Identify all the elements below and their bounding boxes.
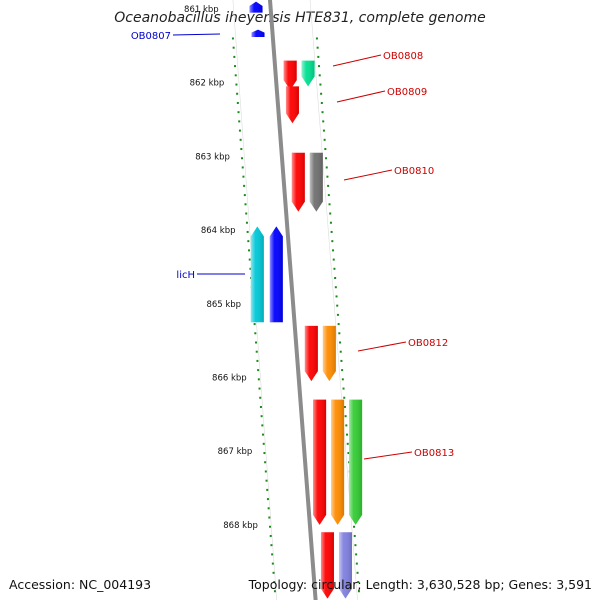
- gene-feature[interactable]: [331, 399, 345, 525]
- tick-label: 863 kbp: [195, 152, 230, 162]
- gene-label[interactable]: OB0808: [383, 51, 423, 62]
- gene-label-leader: [336, 90, 386, 103]
- gene-label[interactable]: OB0809: [387, 87, 427, 98]
- gene-label[interactable]: OB0810: [394, 166, 434, 177]
- scale-ticks: 861 kbp 862 kbp 863 kbp 864 kbp 865 kbp 866 k…: [184, 5, 360, 593]
- gene-feature[interactable]: [249, 1, 263, 13]
- gene-label[interactable]: OB0807: [131, 31, 171, 42]
- gene-label-leader: [332, 54, 382, 67]
- gene-arrow-highlight: [269, 226, 283, 323]
- gene-arrow-highlight: [331, 399, 345, 525]
- gene-label-group[interactable]: licH: [176, 270, 245, 281]
- gene-feature[interactable]: [320, 532, 334, 599]
- tick-label: 862 kbp: [190, 79, 225, 89]
- gene-label-group[interactable]: OB0808: [332, 51, 423, 67]
- gene-feature[interactable]: [291, 152, 305, 212]
- gene-label-group[interactable]: OB0810: [343, 166, 434, 181]
- genome-summary-text: Topology: circular; Length: 3,630,528 bp…: [248, 577, 592, 592]
- gene-arrow-highlight: [304, 325, 318, 382]
- gene-label-group[interactable]: OB0807: [131, 31, 221, 42]
- gene-arrow-highlight: [320, 532, 334, 599]
- gene-arrow-highlight: [251, 29, 265, 38]
- gene-feature[interactable]: [251, 29, 265, 38]
- backbone-line: [267, 0, 318, 600]
- gene-arrow-highlight: [291, 152, 305, 212]
- gene-label-leader: [172, 33, 221, 36]
- gene-feature[interactable]: [349, 399, 363, 525]
- gene-feature[interactable]: [269, 226, 283, 323]
- gene-feature[interactable]: [322, 325, 336, 382]
- gene-label-group[interactable]: OB0809: [336, 87, 427, 103]
- gene-label-group[interactable]: OB0813: [363, 448, 454, 460]
- gene-label[interactable]: OB0813: [414, 448, 454, 459]
- accession-text: Accession: NC_004193: [9, 577, 152, 592]
- gene-arrow-highlight: [283, 60, 297, 91]
- gene-arrow-highlight: [338, 532, 352, 599]
- gene-arrow-highlight: [285, 86, 299, 124]
- tick-label: 866 kbp: [212, 374, 247, 384]
- gene-feature[interactable]: [283, 60, 297, 91]
- gene-arrow-highlight: [349, 399, 363, 525]
- gene-label-leader: [363, 451, 413, 460]
- gene-feature[interactable]: [304, 325, 318, 382]
- gene-arrow-highlight: [309, 152, 323, 212]
- gene-feature[interactable]: [285, 86, 299, 124]
- gene-arrow-highlight: [313, 399, 327, 525]
- gene-arrow-highlight: [322, 325, 336, 382]
- tick-label: 865 kbp: [206, 300, 241, 310]
- gene-arrow-highlight: [249, 1, 263, 13]
- genome-backbone: [267, 0, 318, 600]
- gene-features: [249, 1, 363, 599]
- tick-label: 861 kbp: [184, 5, 219, 15]
- gene-feature[interactable]: [338, 532, 352, 599]
- gene-label[interactable]: licH: [176, 270, 195, 281]
- gene-feature[interactable]: [301, 60, 315, 87]
- gene-arrow-highlight: [250, 226, 264, 323]
- gene-feature[interactable]: [309, 152, 323, 212]
- gene-label-leader: [357, 341, 407, 352]
- tick-label: 867 kbp: [218, 447, 253, 457]
- gene-label-group[interactable]: OB0812: [357, 338, 448, 352]
- gene-arrow-highlight: [301, 60, 315, 87]
- gene-labels: OB0807 OB0808 OB0809 OB0810 licH OB0812 OB0813: [131, 31, 454, 460]
- gene-feature[interactable]: [250, 226, 264, 323]
- gene-feature[interactable]: [313, 399, 327, 525]
- gene-label-leader: [343, 169, 393, 181]
- tick-label: 868 kbp: [223, 521, 258, 531]
- genome-title: Oceanobacillus iheyensis HTE831, complet…: [114, 10, 486, 26]
- gene-label[interactable]: OB0812: [408, 338, 448, 349]
- tick-label: 864 kbp: [201, 226, 236, 236]
